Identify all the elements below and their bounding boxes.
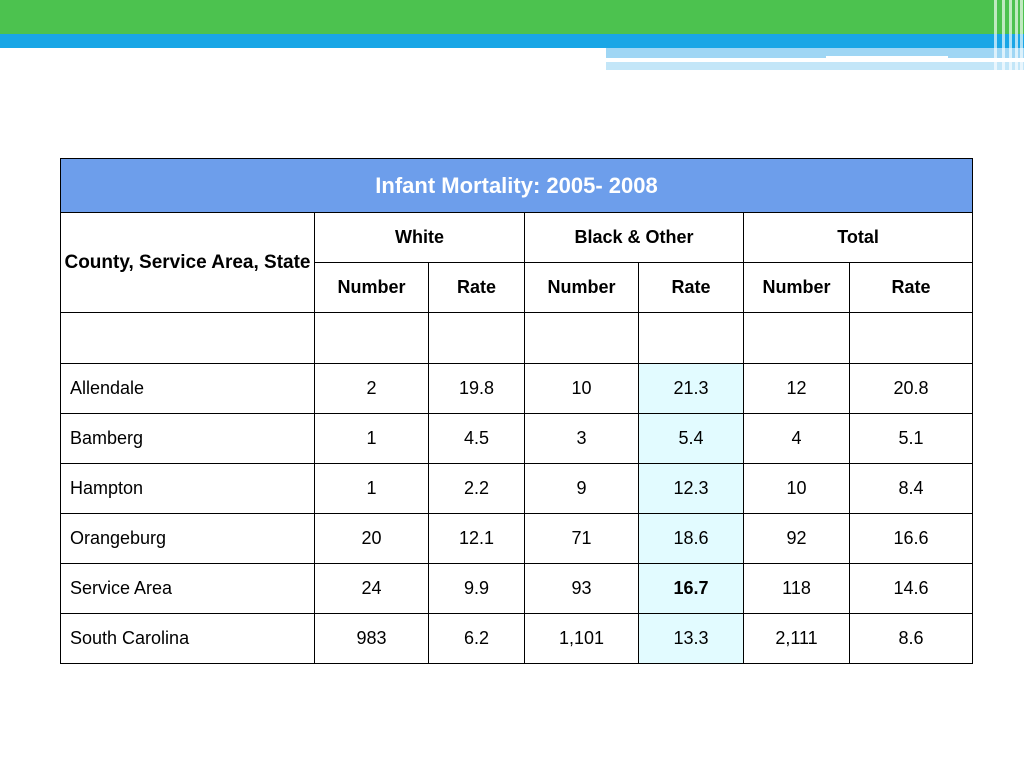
white-number-cell: 983 bbox=[314, 613, 429, 664]
blank-cell bbox=[314, 312, 429, 364]
white-rate-cell: 6.2 bbox=[428, 613, 525, 664]
header-stripe bbox=[1002, 0, 1005, 70]
blank-cell bbox=[638, 312, 744, 364]
black-other-rate-cell: 13.3 bbox=[638, 613, 744, 664]
black-other-rate-cell: 12.3 bbox=[638, 463, 744, 514]
table-row: Service Area 24 9.9 93 16.7 118 14.6 bbox=[60, 563, 974, 614]
white-rate-cell: 12.1 bbox=[428, 513, 525, 564]
subheader-rate: Rate bbox=[848, 262, 974, 313]
row-name: Allendale bbox=[60, 363, 315, 414]
total-number-cell: 10 bbox=[743, 463, 850, 514]
total-number-cell: 118 bbox=[743, 563, 850, 614]
row-name: Service Area bbox=[60, 563, 315, 614]
black-other-rate-cell: 16.7 bbox=[638, 563, 744, 614]
blank-cell bbox=[743, 312, 850, 364]
total-number-cell: 2,111 bbox=[743, 613, 850, 664]
white-number-cell: 20 bbox=[314, 513, 429, 564]
subheader-number: Number bbox=[314, 262, 429, 313]
header-bar-blue bbox=[0, 34, 1024, 48]
row-name: Hampton bbox=[60, 463, 315, 514]
total-rate-cell: 16.6 bbox=[848, 513, 974, 564]
subheader-number: Number bbox=[524, 262, 639, 313]
header-accent-line bbox=[826, 56, 948, 58]
blank-row bbox=[60, 312, 974, 364]
black-other-number-cell: 9 bbox=[524, 463, 639, 514]
header-stripe bbox=[1020, 0, 1023, 70]
white-rate-cell: 19.8 bbox=[428, 363, 525, 414]
white-rate-cell: 2.2 bbox=[428, 463, 525, 514]
black-other-number-cell: 3 bbox=[524, 413, 639, 464]
sub-header-row: Number Rate Number Rate Number Rate bbox=[61, 262, 974, 313]
group-header-total: Total bbox=[742, 212, 974, 263]
row-name: Bamberg bbox=[60, 413, 315, 464]
white-number-cell: 1 bbox=[314, 463, 429, 514]
subheader-rate: Rate bbox=[638, 262, 744, 313]
total-rate-cell: 8.6 bbox=[848, 613, 974, 664]
blank-cell bbox=[848, 312, 974, 364]
header-stripe bbox=[994, 0, 997, 70]
black-other-rate-cell: 18.6 bbox=[638, 513, 744, 564]
black-other-rate-cell: 5.4 bbox=[638, 413, 744, 464]
black-other-number-cell: 93 bbox=[524, 563, 639, 614]
total-rate-cell: 5.1 bbox=[848, 413, 974, 464]
blank-cell bbox=[524, 312, 639, 364]
header-stripes bbox=[990, 0, 1024, 70]
white-number-cell: 24 bbox=[314, 563, 429, 614]
subheader-rate: Rate bbox=[428, 262, 525, 313]
row-name: South Carolina bbox=[60, 613, 315, 664]
white-number-cell: 1 bbox=[314, 413, 429, 464]
total-rate-cell: 20.8 bbox=[848, 363, 974, 414]
header-accent-bar bbox=[606, 48, 1024, 58]
total-number-cell: 4 bbox=[743, 413, 850, 464]
table-row: Bamberg 1 4.5 3 5.4 4 5.1 bbox=[60, 413, 974, 464]
group-header-row: County, Service Area, State White Black … bbox=[60, 212, 974, 313]
table-row: Hampton 1 2.2 9 12.3 10 8.4 bbox=[60, 463, 974, 514]
white-rate-cell: 9.9 bbox=[428, 563, 525, 614]
total-number-cell: 92 bbox=[743, 513, 850, 564]
table-row: Orangeburg 20 12.1 71 18.6 92 16.6 bbox=[60, 513, 974, 564]
blank-cell bbox=[428, 312, 525, 364]
header-accent-bar-lower bbox=[606, 62, 1024, 70]
subheader-number: Number bbox=[743, 262, 850, 313]
black-other-number-cell: 1,101 bbox=[524, 613, 639, 664]
black-other-rate-cell: 21.3 bbox=[638, 363, 744, 414]
white-number-cell: 2 bbox=[314, 363, 429, 414]
group-header-black-other: Black & Other bbox=[524, 212, 744, 263]
header-bar-green bbox=[0, 0, 1024, 34]
table-title: Infant Mortality: 2005- 2008 bbox=[59, 158, 974, 213]
total-rate-cell: 8.4 bbox=[848, 463, 974, 514]
total-rate-cell: 14.6 bbox=[848, 563, 974, 614]
black-other-number-cell: 10 bbox=[524, 363, 639, 414]
table-title-row: Infant Mortality: 2005- 2008 bbox=[59, 158, 974, 213]
white-rate-cell: 4.5 bbox=[428, 413, 525, 464]
group-header-white: White bbox=[314, 212, 525, 263]
total-number-cell: 12 bbox=[743, 363, 850, 414]
table-row: Allendale 2 19.8 10 21.3 12 20.8 bbox=[60, 363, 974, 414]
infant-mortality-table: Infant Mortality: 2005- 2008 County, Ser… bbox=[59, 158, 974, 664]
header-stripe bbox=[1015, 0, 1018, 70]
black-other-number-cell: 71 bbox=[524, 513, 639, 564]
header-stripe bbox=[1009, 0, 1012, 70]
row-header-label: County, Service Area, State bbox=[60, 212, 315, 313]
table-row: South Carolina 983 6.2 1,101 13.3 2,111 … bbox=[60, 613, 974, 664]
blank-cell bbox=[60, 312, 315, 364]
row-name: Orangeburg bbox=[60, 513, 315, 564]
